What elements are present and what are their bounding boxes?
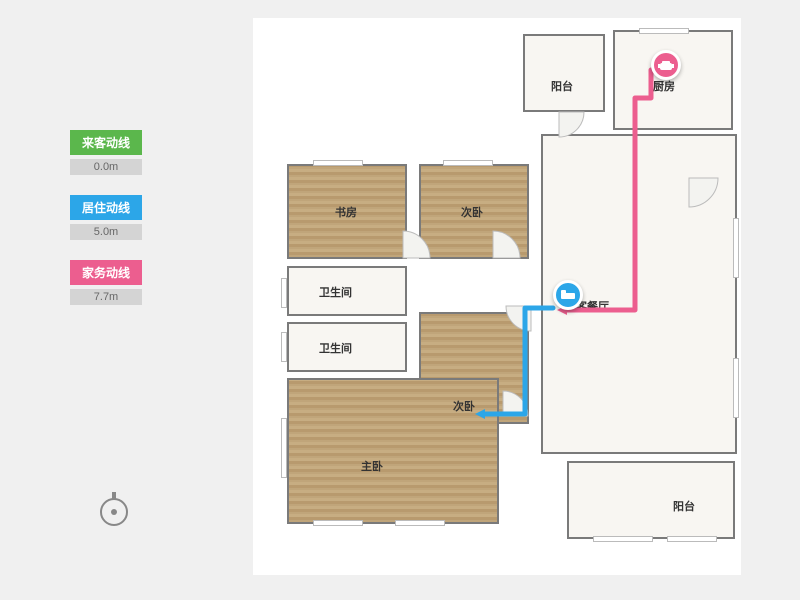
window-mark xyxy=(281,278,287,308)
room-label-bed2_top: 次卧 xyxy=(461,204,483,220)
floorplan: 书房次卧客餐厅厨房阳台卫生间卫生间次卧主卧阳台 xyxy=(253,18,741,575)
legend-label: 来客动线 xyxy=(70,130,142,155)
legend-label: 居住动线 xyxy=(70,195,142,220)
living-marker xyxy=(553,280,583,310)
legend-item-housework: 家务动线 7.7m xyxy=(70,260,142,305)
room-label-kitchen: 厨房 xyxy=(653,78,675,94)
door-arc xyxy=(659,148,719,208)
legend-label: 家务动线 xyxy=(70,260,142,285)
window-mark xyxy=(313,520,363,526)
window-mark xyxy=(639,28,689,34)
compass-icon xyxy=(94,488,134,528)
window-mark xyxy=(313,160,363,166)
door-arc xyxy=(465,230,521,286)
kitchen-marker xyxy=(651,50,681,80)
window-mark xyxy=(443,160,493,166)
room-label-bed2_bot: 次卧 xyxy=(453,398,475,414)
door-arc xyxy=(375,230,431,286)
room-balcony2 xyxy=(567,461,735,539)
legend-item-guest: 来客动线 0.0m xyxy=(70,130,142,175)
door-arc xyxy=(477,390,529,442)
window-mark xyxy=(281,332,287,362)
window-mark xyxy=(733,218,739,278)
legend-value: 7.7m xyxy=(70,289,142,305)
legend: 来客动线 0.0m 居住动线 5.0m 家务动线 7.7m xyxy=(70,130,142,305)
room-label-bath2: 卫生间 xyxy=(319,340,352,356)
room-label-study: 书房 xyxy=(335,204,357,220)
door-arc xyxy=(505,280,557,332)
window-mark xyxy=(593,536,653,542)
room-label-bath1: 卫生间 xyxy=(319,284,352,300)
window-mark xyxy=(281,418,287,478)
room-label-balcony2: 阳台 xyxy=(673,498,695,514)
legend-value: 0.0m xyxy=(70,159,142,175)
room-label-master: 主卧 xyxy=(361,458,383,474)
legend-item-living: 居住动线 5.0m xyxy=(70,195,142,240)
window-mark xyxy=(667,536,717,542)
window-mark xyxy=(395,520,445,526)
window-mark xyxy=(733,358,739,418)
legend-value: 5.0m xyxy=(70,224,142,240)
room-label-balcony1: 阳台 xyxy=(551,78,573,94)
